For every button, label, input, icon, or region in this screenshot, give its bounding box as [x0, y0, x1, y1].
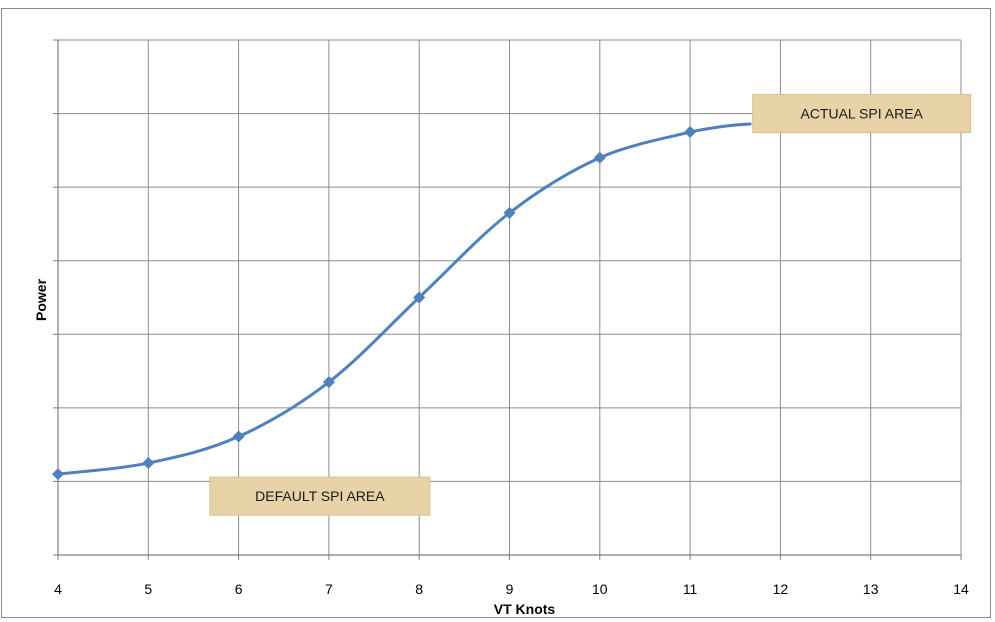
markers-group: [52, 107, 967, 481]
x-tick-label: 6: [235, 581, 243, 597]
annotation-label: ACTUAL SPI AREA: [800, 106, 923, 122]
annotation-callout: DEFAULT SPI AREA: [209, 476, 431, 516]
x-tick-label: 8: [415, 581, 423, 597]
data-point: [232, 430, 245, 443]
x-tick-label: 4: [54, 581, 62, 597]
x-axis-title: VT Knots: [494, 601, 556, 617]
x-tick-label: 9: [506, 581, 514, 597]
annotation-label: DEFAULT SPI AREA: [255, 488, 385, 504]
x-tick-label: 5: [144, 581, 152, 597]
data-point: [684, 125, 697, 138]
data-point: [142, 457, 155, 470]
x-tick-label: 13: [863, 581, 879, 597]
data-point: [593, 151, 606, 164]
annotation-box: [209, 476, 431, 516]
annotations-group: DEFAULT SPI AREA ACTUAL SPI AREA: [209, 94, 972, 516]
x-tick-label: 7: [325, 581, 333, 597]
data-point: [503, 206, 516, 219]
x-tick-label: 10: [592, 581, 608, 597]
data-point: [322, 376, 335, 389]
x-tick-label: 11: [683, 581, 698, 597]
x-tick-labels: 4 5 6 7 8 9 10 11 12 13 14: [54, 581, 969, 597]
annotation-callout: ACTUAL SPI AREA: [752, 94, 972, 134]
y-axis-title: Power: [33, 278, 49, 321]
x-tick-label: 12: [773, 581, 789, 597]
data-point: [413, 291, 426, 304]
data-point: [52, 468, 64, 481]
series-group: [56, 122, 752, 476]
x-tick-label: 14: [953, 581, 969, 597]
annotation-box: [752, 94, 972, 134]
series-line: [56, 122, 752, 476]
